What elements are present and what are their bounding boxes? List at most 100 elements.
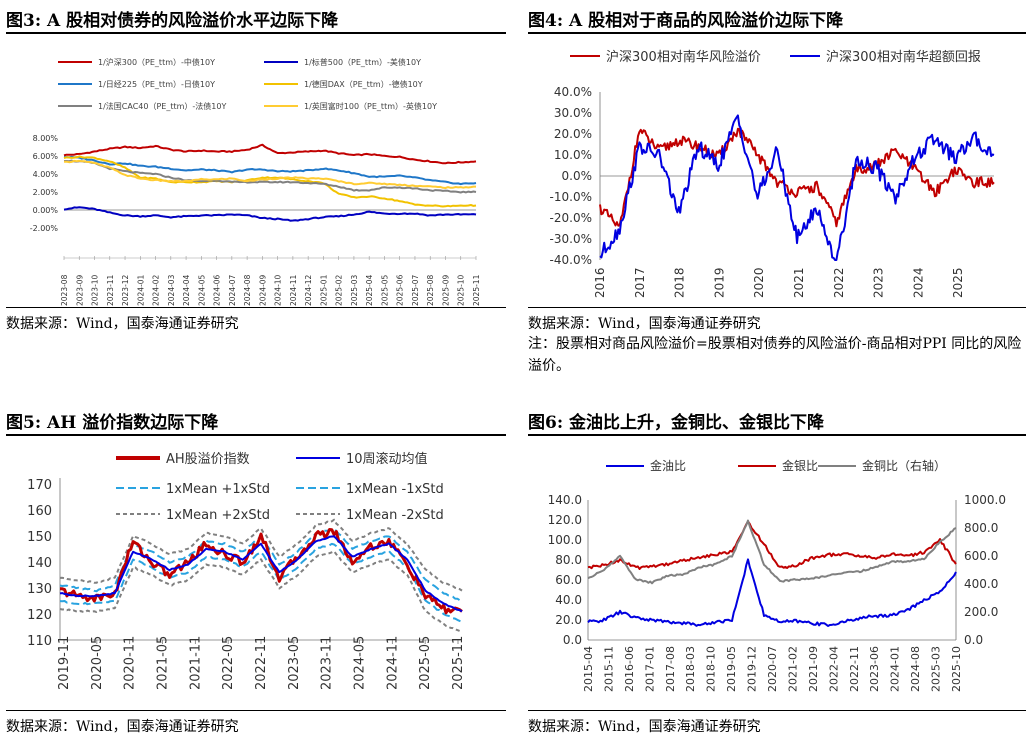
y2-tick-label: 0.0 [964, 633, 983, 647]
series-line-5 [63, 159, 476, 189]
x-tick-label: 2019-12 [746, 646, 759, 692]
y-tick-label: 0.0% [562, 169, 593, 183]
y-tick-label: 140.0 [548, 493, 582, 507]
source-rule [528, 710, 1026, 711]
x-tick-label: 2022-11 [848, 646, 861, 692]
x-tick-label: 2024-08 [909, 646, 922, 692]
x-tick-label: 2025-11 [472, 274, 481, 306]
x-tick-label: 2020-05 [90, 636, 105, 690]
series-line-2 [587, 519, 957, 585]
x-tick-label: 2021-09 [807, 646, 820, 692]
x-tick-label: 2024-11 [289, 274, 298, 306]
x-tick-label: 2024-01 [136, 274, 145, 306]
y-tick-label: 110 [27, 634, 52, 649]
series-line-1 [59, 535, 463, 613]
y-tick-label: 60.0 [555, 573, 582, 587]
x-tick-label: 2024-07 [228, 274, 237, 306]
y-tick-label: 2.00% [33, 188, 59, 197]
x-tick-label: 2024-08 [243, 274, 252, 306]
series-line-0 [63, 143, 477, 165]
figure-5-panel: 图5: AH 溢价指数边际下降 AH股溢价指数 10周滚动均值 1xMean +1x… [6, 404, 511, 742]
figure-4-panel: 图4: A 股相对于商品的风险溢价边际下降 沪深300相对南华风险溢价 沪深300… [528, 0, 1028, 390]
x-tick-label: 2025-08 [426, 274, 435, 306]
x-tick-label: 2024-03 [167, 274, 176, 306]
y-tick-label: 4.00% [33, 170, 59, 179]
x-tick-label: 2022-04 [827, 646, 840, 692]
x-tick-label: 2020-11 [123, 636, 138, 690]
source-rule [528, 307, 1026, 308]
legend-label-0: 金油比 [650, 458, 686, 473]
x-tick-label: 2025-02 [335, 274, 344, 306]
y-tick-label: -40.0% [550, 253, 592, 267]
x-tick-label: 2024-04 [182, 274, 191, 306]
legend-label-4: 1xMean +2xStd [166, 508, 270, 523]
title-rule [528, 434, 1026, 436]
figure-3-source: 数据来源：Wind，国泰海通证券研究 [6, 316, 239, 332]
y-tick-label: 160 [27, 504, 52, 519]
source-rule [6, 710, 506, 711]
x-tick-label: 2015-11 [602, 646, 615, 692]
x-tick-label: 2023-06 [868, 646, 881, 692]
x-tick-label: 2025-04 [365, 274, 374, 306]
x-tick-label: 2020-07 [766, 646, 779, 692]
x-tick-label: 2023-05 [287, 636, 302, 690]
x-tick-label: 2025-07 [411, 274, 420, 306]
x-tick-label: 2024-02 [152, 274, 161, 306]
y2-tick-label: 800.0 [964, 521, 998, 535]
x-tick-label: 2024-09 [258, 274, 267, 306]
x-tick-label: 2024-05 [197, 274, 206, 306]
x-tick-label: 2023-10 [91, 274, 100, 306]
figure-4-note: 注：股票相对商品风险溢价=股票相对债券的风险溢价-商品相对PPI 同比的风险溢价… [528, 336, 1022, 374]
legend-label-5: 1/英国富时100（PE_ttm）-英债10Y [304, 101, 437, 111]
figure-6-panel: 图6: 金油比上升，金铜比、金银比下降 金油比 金银比 金铜比（右轴） 0.0 20.0… [528, 404, 1028, 742]
legend-label-3: 1xMean -1xStd [346, 482, 444, 497]
legend-label-1: 金银比 [782, 458, 818, 473]
x-tick-label: 2025-11 [451, 636, 466, 690]
figure-6-chart: 金油比 金银比 金铜比（右轴） 0.0 20.0 40.0 60.0 80.0 100.0 120… [548, 458, 1006, 692]
x-tick-label: 2024-01 [889, 646, 902, 692]
x-tick-label: 2017 [633, 267, 647, 298]
x-tick-label: 2019-11 [57, 636, 72, 690]
x-tick-label: 2024 [911, 267, 925, 298]
series-line-0 [599, 127, 995, 228]
x-tick-label: 2017-08 [664, 646, 677, 692]
series-line-1 [587, 520, 957, 570]
x-tick-label: 2024-06 [213, 274, 222, 306]
legend-label-0: 沪深300相对南华风险溢价 [606, 49, 761, 65]
y-tick-label: -10.0% [550, 190, 592, 204]
x-tick-label: 2022-05 [221, 636, 236, 690]
y-tick-label: 120.0 [548, 513, 582, 527]
x-tick-label: 2025-03 [350, 274, 359, 306]
figure-3-chart: 1/沪深300（PE_ttm）-中债10Y 1/标普500（PE_ttm）-美债1… [30, 57, 481, 306]
y-tick-label: 170 [27, 478, 52, 493]
x-tick-label: 2018-10 [705, 646, 718, 692]
x-tick-label: 2023-09 [75, 274, 84, 306]
y-tick-label: 100.0 [548, 533, 582, 547]
legend-label-2: 1/日经225（PE_ttm）-日债10Y [98, 79, 215, 89]
x-tick-label: 2023-11 [106, 274, 115, 306]
y-tick-label: -20.0% [550, 211, 592, 225]
x-tick-label: 2022-11 [254, 636, 269, 690]
y-tick-label: 150 [27, 530, 52, 545]
y-tick-label: -30.0% [550, 232, 592, 246]
x-tick-label: 2023-11 [320, 636, 335, 690]
title-rule [6, 434, 506, 436]
series-line-1 [599, 114, 995, 261]
x-tick-label: 2021-02 [786, 646, 799, 692]
y-tick-label: 130 [27, 582, 52, 597]
y-tick-label: 40.0 [555, 593, 582, 607]
x-tick-label: 2022 [832, 267, 846, 298]
figure-5-source: 数据来源：Wind，国泰海通证券研究 [6, 719, 239, 735]
x-tick-label: 2025-05 [380, 274, 389, 306]
source-rule [6, 307, 506, 308]
x-tick-label: 2021-05 [156, 636, 171, 690]
x-tick-label: 2025-06 [396, 274, 405, 306]
x-tick-label: 2019-05 [725, 646, 738, 692]
figure-3-panel: 图3: A 股相对债券的风险溢价水平边际下降 1/沪深300（PE_ttm）-中… [6, 0, 511, 340]
figure-4-chart: 沪深300相对南华风险溢价 沪深300相对南华超额回报 -40.0% -30.0% -2… [550, 49, 995, 298]
x-tick-label: 2024-10 [274, 274, 283, 306]
x-tick-label: 2016 [593, 267, 607, 298]
figure-5-chart: AH股溢价指数 10周滚动均值 1xMean +1xStd 1xMean -1xStd… [27, 451, 466, 690]
y-tick-label: 6.00% [33, 152, 59, 161]
legend-label-2: 1xMean +1xStd [166, 482, 270, 497]
